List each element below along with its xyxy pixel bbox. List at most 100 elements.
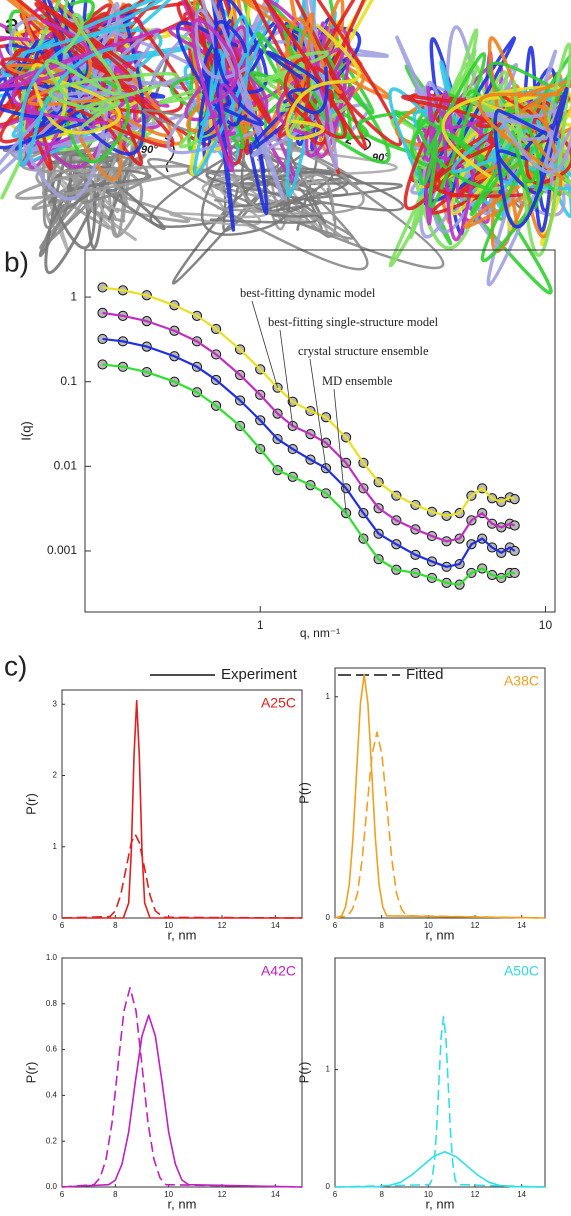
y-axis-label: P(r) [296,1062,311,1084]
x-tick-label: 6 [333,1190,338,1199]
structure-strand [388,87,506,218]
structure-strand [441,85,571,191]
series-line [61,986,303,1188]
plot-frame [61,689,303,919]
y-axis-label: P(r) [296,782,311,804]
y-tick-label: 0.6 [46,1045,58,1054]
structure-strand [190,18,239,173]
structure-strand [44,12,122,99]
structure-strand [212,20,265,127]
series-line [102,311,516,543]
y-tick-label: 3 [53,699,58,708]
annotation-leader [309,358,327,469]
structure-strand [493,87,569,229]
x-tick-label: 8 [379,1190,384,1199]
x-axis-label: q, nm⁻¹ [300,626,340,640]
x-tick-label: 14 [271,921,280,930]
x-tick-label: 10 [539,618,553,632]
y-axis-label: P(r) [23,793,38,815]
y-tick-label: 0.0 [46,1182,58,1191]
y-tick-label: 0.8 [46,999,58,1008]
x-tick-label: 8 [113,921,118,930]
y-tick-label: 0 [326,1182,331,1191]
y-tick-label: 1 [326,692,331,701]
y-tick-label: 0.001 [47,543,77,557]
x-tick-label: 12 [218,1190,227,1199]
series-line [61,1014,303,1188]
y-tick-label: 1.0 [46,953,58,962]
structure-strand [176,0,242,127]
series-line [102,337,516,568]
y-tick-label: 0 [53,913,58,922]
annotation-leader [251,300,278,388]
structure-strand [499,117,571,174]
x-tick-label: 10 [164,921,173,930]
y-tick-label: 1 [53,842,58,851]
structure-strand [18,21,136,168]
structure-strand [194,0,285,199]
structure-strand [285,23,361,141]
annotation-leader [279,329,294,427]
y-axis-label: P(r) [23,1062,38,1084]
x-tick-label: 14 [517,1190,526,1199]
chart-title: A25C [261,695,296,711]
legend-label: Experiment [221,666,298,683]
x-tick-label: 10 [164,1190,173,1199]
structure-strand [417,52,487,208]
annotation-leader [333,388,347,514]
y-tick-label: 0.1 [60,374,77,388]
plot-frame [334,957,546,1188]
x-axis-label: r, nm [168,1196,197,1211]
series-line [334,1015,546,1188]
legend-label: Fitted [406,666,444,683]
y-tick-label: 2 [53,771,58,780]
x-tick-label: 14 [271,1190,280,1199]
panel-label: b) [4,246,29,277]
panel-label: c) [4,650,27,681]
structure-strand [216,132,365,222]
structure-strand [201,19,237,110]
x-axis-label: r, nm [426,1196,455,1211]
series-label: MD ensemble [322,374,393,388]
y-tick-label: 1 [326,1065,331,1074]
x-tick-label: 8 [379,921,384,930]
x-tick-label: 6 [60,921,65,930]
plot-frame [61,957,303,1188]
structure-strand [193,0,280,176]
structure-strand [31,158,94,211]
structure-strand [147,129,369,271]
structure-strand [205,166,404,213]
series-label: best-fitting dynamic model [240,286,376,300]
x-tick-label: 12 [218,921,227,930]
series-line [62,699,302,919]
structure-strand [48,72,179,128]
series-line [334,1150,546,1188]
series-line [334,673,546,919]
x-tick-label: 1 [257,618,264,632]
series-line [102,286,516,517]
y-tick-label: 0 [326,913,331,922]
x-tick-label: 10 [424,921,433,930]
series-label: best-fitting single-structure model [268,315,439,329]
x-axis-label: r, nm [426,927,455,942]
data-point [509,494,520,505]
x-tick-label: 6 [60,1190,65,1199]
x-tick-label: 8 [113,1190,118,1199]
x-tick-label: 6 [333,921,338,930]
structure-strand [251,0,347,140]
structure-strand [17,0,173,182]
y-axis-label: I(q) [18,421,33,441]
plot-frame [334,667,546,919]
x-tick-label: 12 [471,921,480,930]
y-tick-label: 0.4 [46,1091,58,1100]
structure-strand [0,0,175,148]
x-tick-label: 10 [424,1190,433,1199]
rotation-label: 90° [141,144,158,156]
x-tick-label: 14 [517,921,526,930]
chart-title: A42C [261,963,296,979]
x-tick-label: 12 [471,1190,480,1199]
y-tick-label: 0.2 [46,1136,58,1145]
series-line [61,833,303,919]
series-line [102,363,515,586]
